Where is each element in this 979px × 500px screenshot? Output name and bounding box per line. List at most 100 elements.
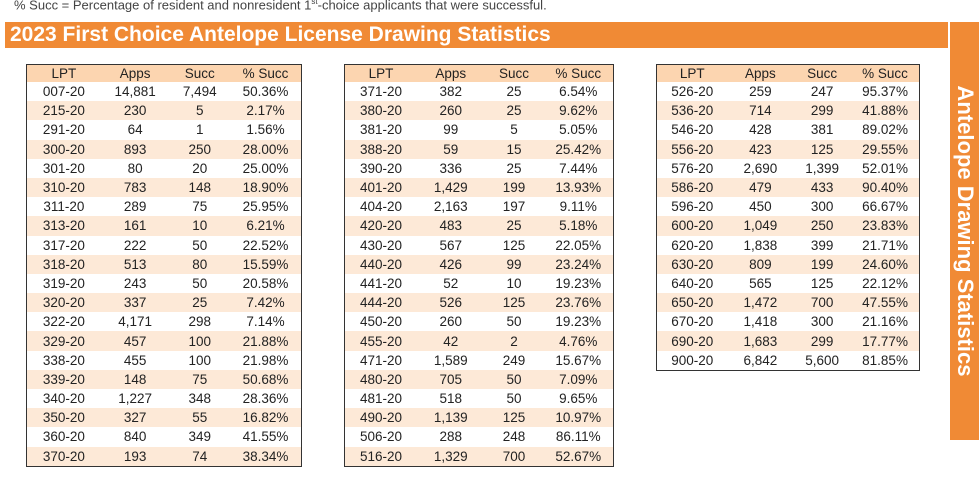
cell-lpt: 371-20 bbox=[344, 82, 418, 102]
table-row: 481-20 518 50 9.65% bbox=[344, 389, 614, 409]
cell-succ: 299 bbox=[793, 101, 852, 121]
cell-apps: 52 bbox=[417, 273, 485, 294]
table-row: 215-20 230 5 2.17% bbox=[26, 101, 302, 121]
cell-pct-succ: 7.14% bbox=[230, 312, 302, 332]
cell-apps: 783 bbox=[100, 177, 170, 198]
cell-apps: 99 bbox=[417, 120, 485, 140]
table-row: 670-20 1,418 300 21.16% bbox=[656, 312, 920, 332]
table-row: 576-20 2,690 1,399 52.01% bbox=[656, 158, 920, 178]
cell-succ: 433 bbox=[793, 177, 852, 198]
cell-lpt: 310-20 bbox=[26, 177, 101, 198]
table-row: 526-20 259 247 95.37% bbox=[656, 82, 920, 102]
cell-succ: 50 bbox=[484, 312, 544, 332]
table-row: 350-20 327 55 16.82% bbox=[26, 408, 302, 428]
cell-apps: 1,838 bbox=[727, 235, 794, 255]
cell-succ: 75 bbox=[169, 197, 230, 217]
header-lpt: LPT bbox=[344, 64, 418, 82]
cell-lpt: 441-20 bbox=[344, 273, 418, 294]
cell-apps: 259 bbox=[727, 82, 794, 102]
cell-apps: 840 bbox=[100, 427, 170, 447]
definition-note-suffix: -choice applicants that were successful. bbox=[317, 0, 547, 13]
cell-lpt: 556-20 bbox=[656, 139, 728, 159]
cell-pct-succ: 23.76% bbox=[543, 293, 614, 313]
cell-succ: 5,600 bbox=[793, 350, 852, 371]
cell-apps: 567 bbox=[417, 235, 485, 255]
page-title: 2023 First Choice Antelope License Drawi… bbox=[5, 22, 948, 48]
header-succ: Succ bbox=[484, 64, 544, 82]
cell-succ: 75 bbox=[169, 369, 230, 389]
cell-pct-succ: 23.24% bbox=[543, 254, 614, 274]
table-row: 339-20 148 75 50.68% bbox=[26, 369, 302, 389]
table-row: 322-20 4,171 298 7.14% bbox=[26, 312, 302, 332]
cell-lpt: 506-20 bbox=[344, 427, 418, 447]
cell-lpt: 490-20 bbox=[344, 408, 418, 428]
table-row: 301-20 80 20 25.00% bbox=[26, 158, 302, 178]
cell-succ: 197 bbox=[484, 197, 544, 217]
cell-apps: 6,842 bbox=[727, 350, 794, 371]
cell-pct-succ: 29.55% bbox=[851, 139, 920, 159]
cell-pct-succ: 15.59% bbox=[230, 254, 302, 274]
table-row: 506-20 288 248 86.11% bbox=[344, 427, 614, 447]
cell-succ: 399 bbox=[793, 235, 852, 255]
cell-lpt: 480-20 bbox=[344, 369, 418, 389]
cell-succ: 25 bbox=[484, 158, 544, 178]
cell-apps: 426 bbox=[417, 254, 485, 274]
cell-lpt: 215-20 bbox=[26, 101, 101, 121]
cell-apps: 565 bbox=[727, 273, 794, 294]
cell-succ: 2 bbox=[484, 331, 544, 351]
table-row: 291-20 64 1 1.56% bbox=[26, 120, 302, 140]
definition-note-prefix: % Succ = Percentage of resident and nonr… bbox=[14, 0, 312, 13]
cell-lpt: 440-20 bbox=[344, 254, 418, 274]
table-row: 300-20 893 250 28.00% bbox=[26, 139, 302, 159]
table-row: 536-20 714 299 41.88% bbox=[656, 101, 920, 121]
table-row: 007-20 14,881 7,494 50.36% bbox=[26, 82, 302, 102]
cell-lpt: 640-20 bbox=[656, 273, 728, 294]
table-row: 600-20 1,049 250 23.83% bbox=[656, 216, 920, 236]
cell-lpt: 450-20 bbox=[344, 312, 418, 332]
cell-lpt: 007-20 bbox=[26, 82, 101, 102]
cell-succ: 25 bbox=[484, 216, 544, 236]
cell-pct-succ: 10.97% bbox=[543, 408, 614, 428]
cell-succ: 249 bbox=[484, 350, 544, 370]
cell-pct-succ: 5.18% bbox=[543, 216, 614, 236]
table-row: 340-20 1,227 348 28.36% bbox=[26, 389, 302, 409]
cell-succ: 1 bbox=[169, 120, 230, 140]
cell-pct-succ: 16.82% bbox=[230, 408, 302, 428]
cell-succ: 148 bbox=[169, 177, 230, 198]
cell-lpt: 380-20 bbox=[344, 101, 418, 121]
table-row: 556-20 423 125 29.55% bbox=[656, 139, 920, 159]
cell-pct-succ: 41.55% bbox=[230, 427, 302, 447]
cell-apps: 483 bbox=[417, 216, 485, 236]
cell-lpt: 300-20 bbox=[26, 139, 101, 159]
cell-apps: 382 bbox=[417, 82, 485, 102]
cell-succ: 10 bbox=[484, 273, 544, 294]
cell-succ: 10 bbox=[169, 216, 230, 236]
cell-pct-succ: 19.23% bbox=[543, 273, 614, 294]
table-header-row: LPT Apps Succ % Succ bbox=[26, 64, 302, 82]
table-row: 390-20 336 25 7.44% bbox=[344, 158, 614, 178]
cell-apps: 526 bbox=[417, 293, 485, 313]
cell-pct-succ: 22.05% bbox=[543, 235, 614, 255]
table-row: 900-20 6,842 5,600 81.85% bbox=[656, 350, 920, 371]
cell-lpt: 311-20 bbox=[26, 197, 101, 217]
cell-apps: 479 bbox=[727, 177, 794, 198]
cell-succ: 50 bbox=[484, 369, 544, 389]
table-row: 313-20 161 10 6.21% bbox=[26, 216, 302, 236]
cell-succ: 15 bbox=[484, 139, 544, 159]
table-row: 516-20 1,329 700 52.67% bbox=[344, 446, 614, 467]
cell-lpt: 318-20 bbox=[26, 254, 101, 274]
cell-succ: 20 bbox=[169, 158, 230, 178]
stats-table-3: LPT Apps Succ % Succ 526-20 259 247 95.37% 5… bbox=[656, 64, 920, 371]
cell-pct-succ: 89.02% bbox=[851, 120, 920, 140]
cell-succ: 300 bbox=[793, 197, 852, 217]
table-row: 630-20 809 199 24.60% bbox=[656, 254, 920, 274]
table-row: 650-20 1,472 700 47.55% bbox=[656, 293, 920, 313]
cell-apps: 243 bbox=[100, 273, 170, 294]
cell-succ: 99 bbox=[484, 254, 544, 274]
cell-apps: 2,690 bbox=[727, 158, 794, 178]
cell-pct-succ: 28.00% bbox=[230, 139, 302, 159]
cell-succ: 5 bbox=[169, 101, 230, 121]
cell-apps: 14,881 bbox=[100, 82, 170, 102]
cell-pct-succ: 50.68% bbox=[230, 369, 302, 389]
cell-pct-succ: 41.88% bbox=[851, 101, 920, 121]
